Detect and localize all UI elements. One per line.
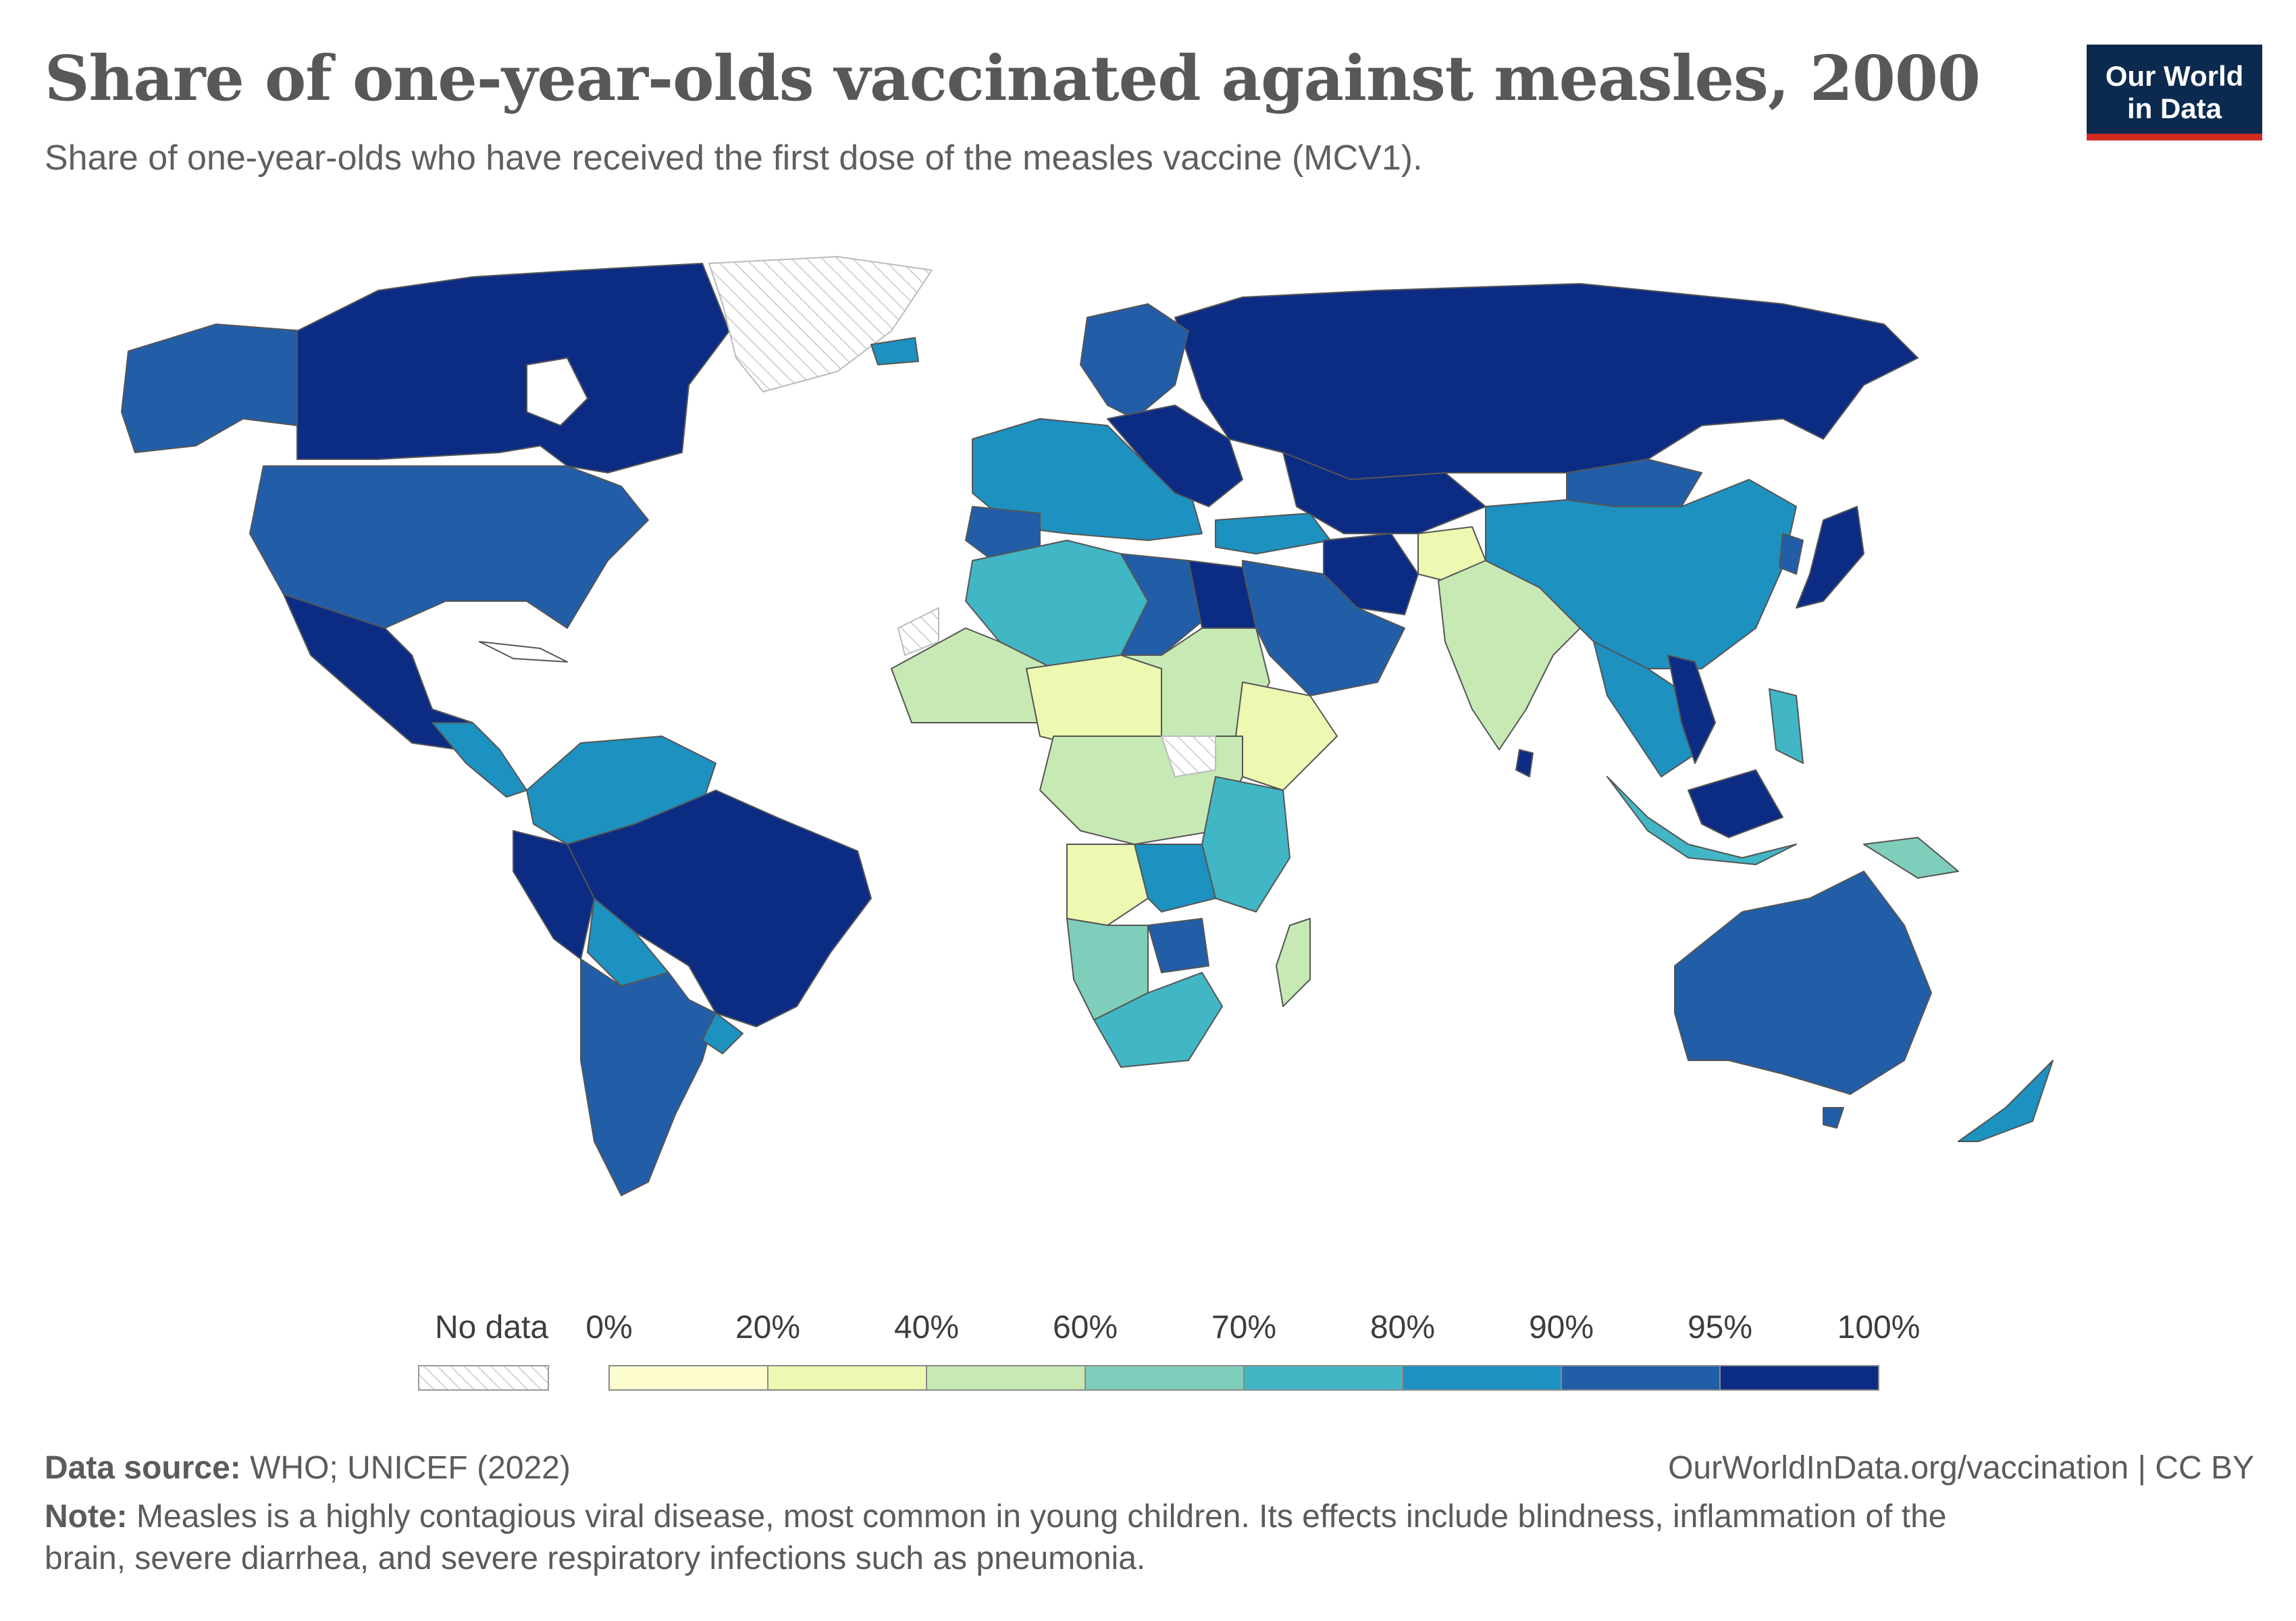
note-line-2: brain, severe diarrhea, and severe respi… [45, 1541, 1146, 1576]
legend-bin-90-95[interactable] [1561, 1365, 1721, 1391]
legend-bin-20-40[interactable] [767, 1365, 927, 1391]
legend-tick-label: 90% [1528, 1310, 1594, 1345]
region-zimbabwe [1147, 918, 1209, 973]
region-canada [296, 263, 730, 473]
logo-line-1: Our World [2105, 60, 2244, 92]
legend-tick-label: 100% [1837, 1310, 1921, 1345]
legend: No data 0% 20% 40% 60% 70% 80% 90% 95% 100% [418, 1309, 1920, 1404]
region-new-zealand [1958, 1060, 2054, 1142]
region-south-africa [1093, 972, 1223, 1068]
region-turkey [1215, 513, 1331, 555]
data-source-text: WHO; UNICEF (2022) [250, 1450, 571, 1486]
legend-tick-label: 80% [1369, 1310, 1436, 1345]
note-text-1: Measles is a highly contagious viral dis… [136, 1499, 1947, 1535]
region-scandinavia [1080, 303, 1189, 419]
region-iceland [870, 337, 919, 365]
region-china [1485, 479, 1797, 669]
region-cuba [479, 641, 568, 663]
region-argentina [580, 958, 716, 1196]
legend-bin-60-70[interactable] [1085, 1365, 1245, 1391]
region-alaska [121, 324, 305, 453]
chart-subtitle: Share of one-year-olds who have received… [45, 138, 1423, 178]
legend-tick-label: 40% [893, 1310, 960, 1345]
region-vietnam [1667, 654, 1716, 764]
legend-swatches [418, 1365, 1879, 1391]
region-southeast-asia [1593, 641, 1702, 777]
world-map [121, 256, 2054, 1196]
region-sri-lanka [1515, 749, 1534, 777]
legend-tick-label: 20% [735, 1310, 801, 1345]
region-indonesia [1607, 776, 1797, 865]
region-brazil [567, 790, 872, 1027]
chart-title: Share of one-year-olds vaccinated agains… [45, 42, 1981, 115]
region-madagascar [1276, 918, 1311, 1007]
region-central-america [432, 722, 527, 798]
region-angola [1066, 844, 1149, 926]
region-horn-of-africa [1235, 681, 1338, 791]
legend-bin-80-90[interactable] [1402, 1365, 1562, 1391]
legend-bin-95-100[interactable] [1719, 1365, 1879, 1391]
legend-tick-label: 70% [1211, 1310, 1277, 1345]
note-line-1: Note: Measles is a highly contagious vir… [45, 1498, 1946, 1535]
source-url[interactable]: OurWorldInData.org/vaccination | CC BY [1668, 1450, 2254, 1486]
legend-bin-0-20[interactable] [608, 1365, 768, 1391]
data-source: Data source: WHO; UNICEF (2022) [45, 1449, 571, 1487]
data-source-label: Data source: [45, 1450, 241, 1486]
legend-tick-label: 60% [1052, 1310, 1118, 1345]
region-central-asia [1282, 452, 1486, 534]
region-papua-new-guinea [1863, 837, 1959, 879]
logo-accent-bar [2087, 134, 2262, 140]
region-japan [1796, 506, 1864, 609]
region-eastern-europe [1107, 405, 1243, 507]
region-korea [1779, 533, 1804, 575]
legend-tick-label: 0% [585, 1310, 633, 1345]
note-label: Note: [45, 1499, 128, 1535]
region-uruguay [702, 1012, 743, 1054]
region-borneo [1688, 769, 1783, 838]
legend-no-data-label: No data [434, 1310, 549, 1345]
legend-bin-40-60[interactable] [926, 1365, 1086, 1391]
region-south-sudan [1161, 736, 1216, 777]
region-russia [1174, 283, 1919, 480]
region-australia [1674, 871, 1932, 1095]
legend-bin-70-80[interactable] [1243, 1365, 1403, 1391]
legend-no-data-swatch [418, 1365, 549, 1391]
logo-line-2: in Data [2127, 93, 2222, 124]
region-greenland [708, 256, 933, 392]
region-western-sahara [897, 607, 939, 656]
legend-tick-label: 95% [1687, 1310, 1753, 1345]
region-philippines [1769, 688, 1804, 764]
region-tasmania [1823, 1107, 1844, 1129]
owid-logo[interactable]: Our World in Data [2087, 45, 2262, 140]
region-east-africa [1201, 776, 1290, 912]
region-zambia [1134, 844, 1216, 912]
